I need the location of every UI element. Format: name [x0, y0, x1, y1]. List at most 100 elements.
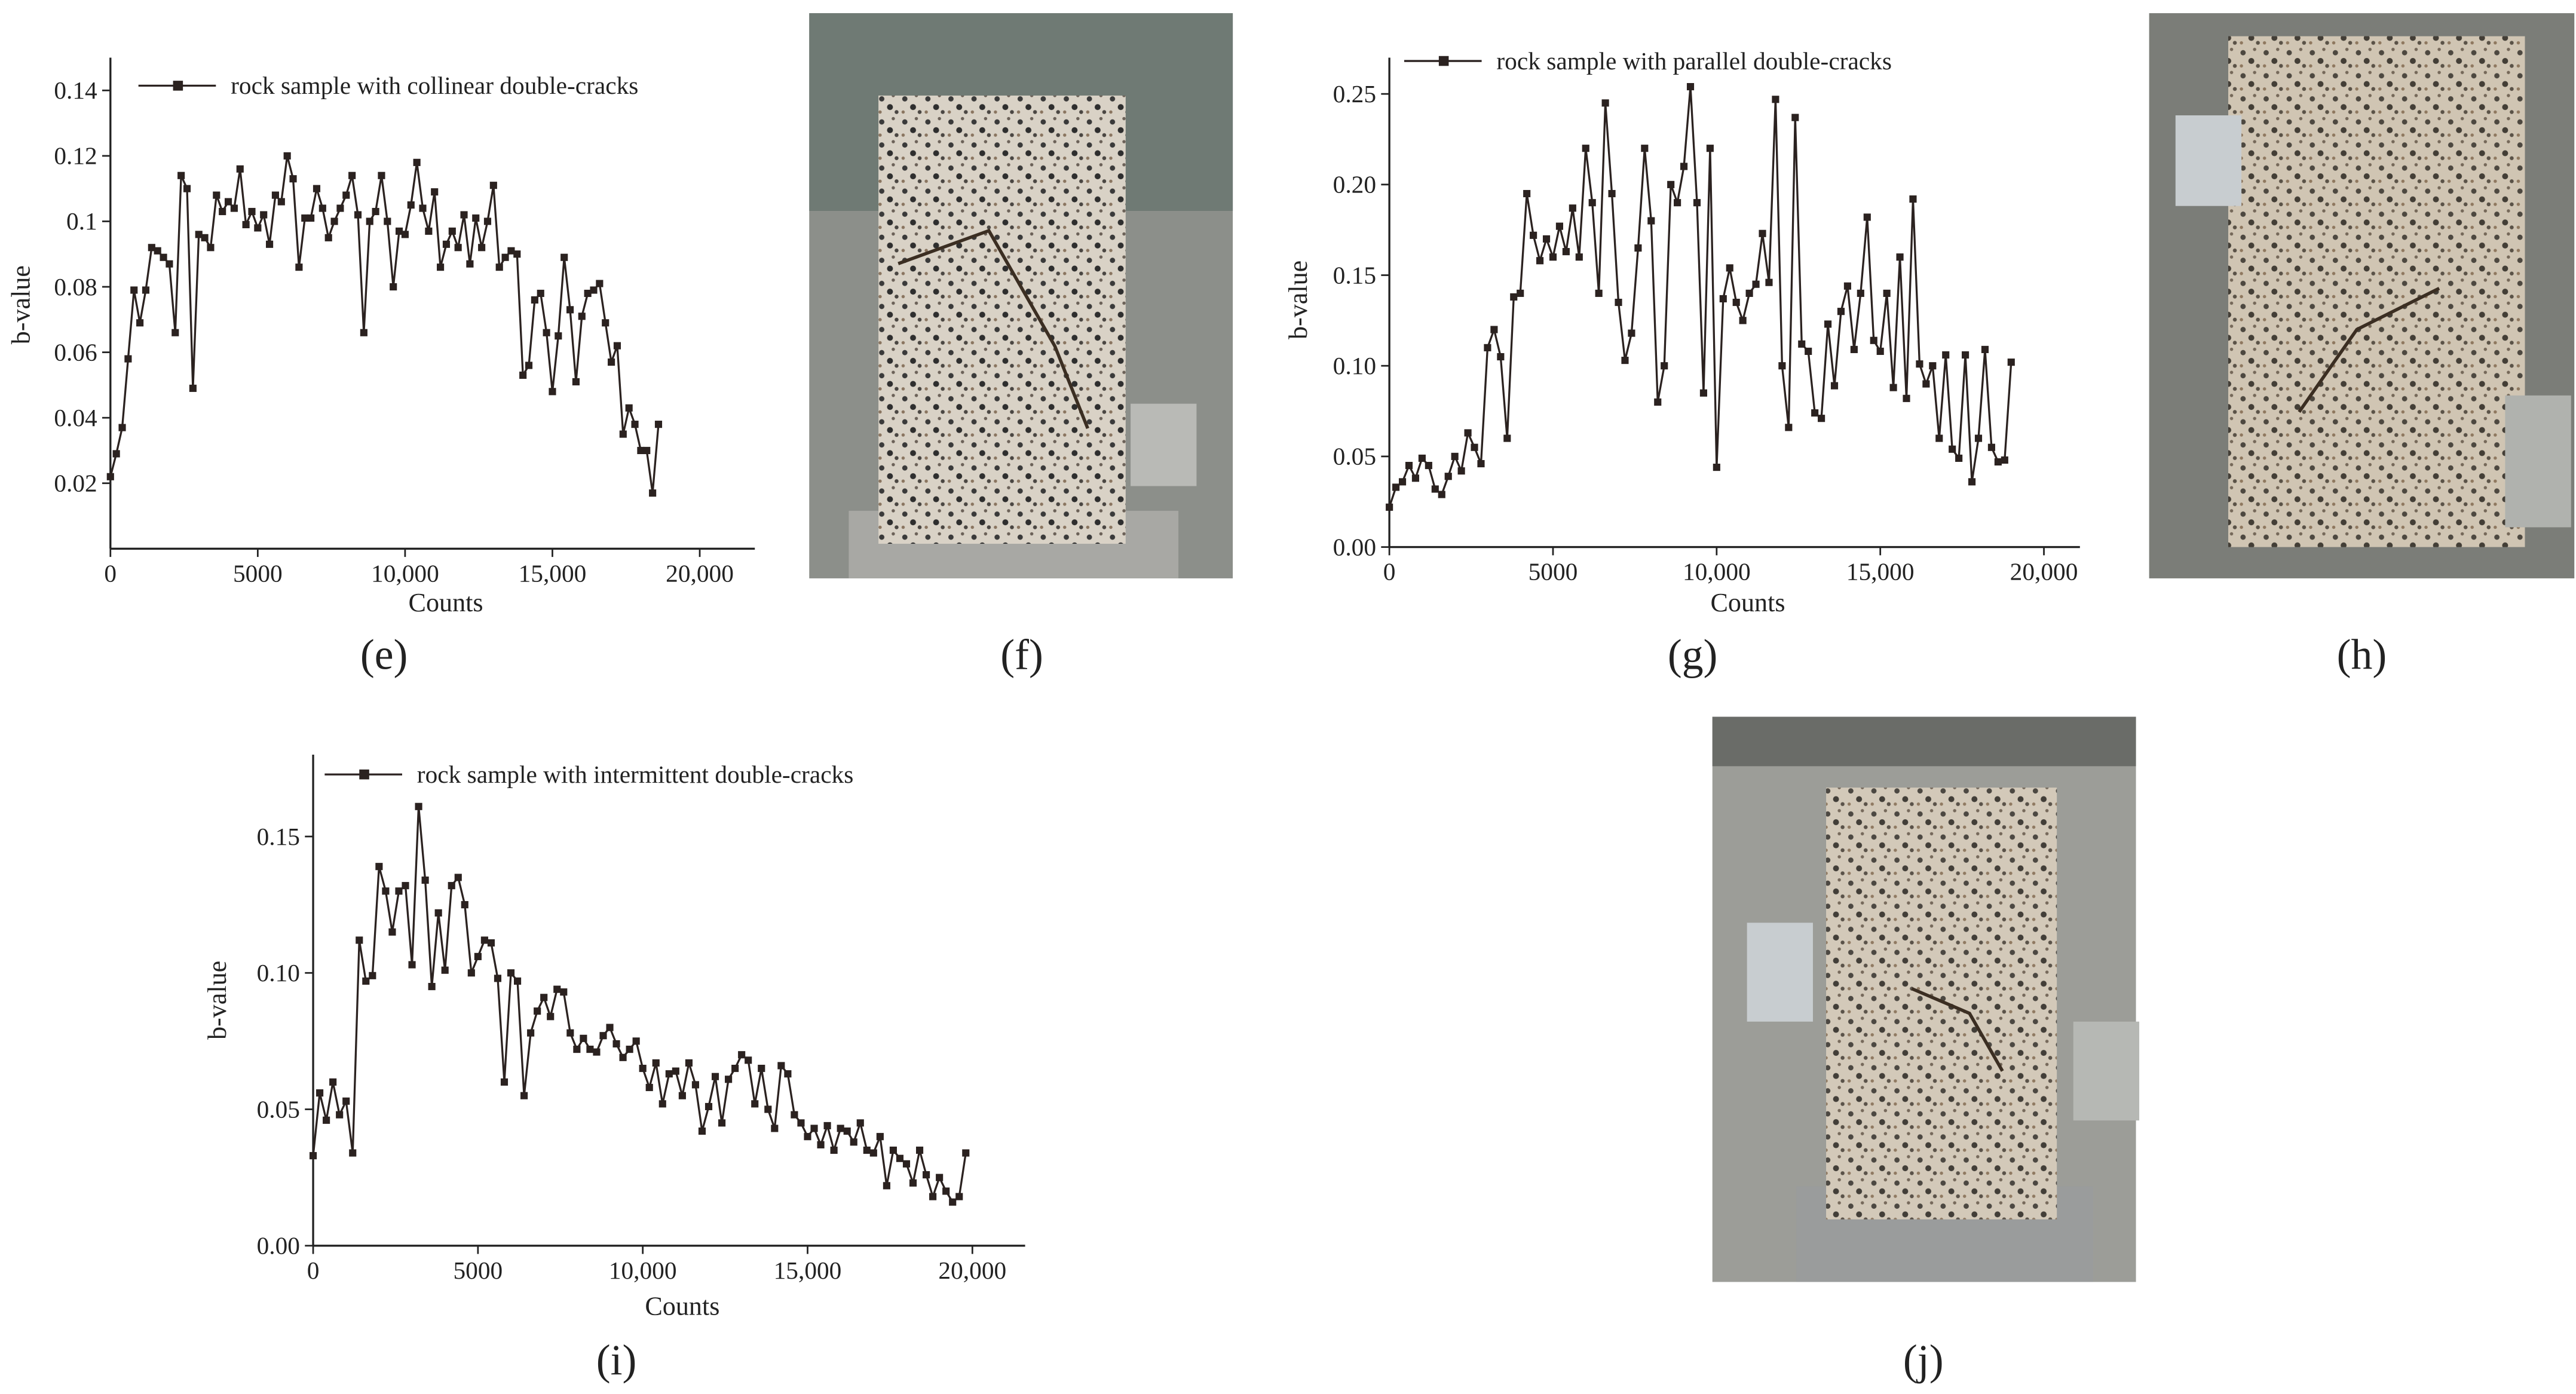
point: [1955, 454, 1963, 462]
point: [837, 1125, 844, 1132]
x-tick-label: 5000: [454, 1257, 503, 1284]
point: [578, 312, 586, 320]
point: [613, 342, 621, 350]
point: [1883, 289, 1891, 297]
point: [316, 1089, 324, 1097]
point: [474, 952, 482, 960]
point: [566, 1029, 574, 1037]
point: [329, 1078, 337, 1086]
point: [876, 1133, 884, 1141]
point: [130, 286, 138, 294]
x-tick-label: 10,000: [609, 1257, 677, 1284]
point: [691, 1081, 700, 1089]
y-tick-label: 0.12: [54, 142, 97, 170]
point: [608, 358, 615, 366]
point: [1830, 382, 1839, 390]
point: [1805, 347, 1812, 356]
point: [1425, 461, 1432, 470]
point: [889, 1146, 897, 1154]
point: [494, 975, 502, 982]
point: [1909, 195, 1917, 203]
point: [2001, 456, 2008, 464]
point: [1484, 344, 1491, 351]
point: [637, 446, 645, 455]
point: [478, 244, 486, 252]
point: [649, 489, 657, 497]
point: [390, 283, 397, 291]
point: [495, 264, 503, 271]
point: [425, 227, 433, 235]
point: [555, 332, 562, 340]
point: [1621, 357, 1629, 364]
point: [248, 207, 256, 216]
y-tick-label: 0.00: [257, 1232, 300, 1260]
point: [619, 1053, 627, 1061]
point: [1778, 362, 1786, 370]
point: [1398, 478, 1407, 486]
point: [619, 430, 627, 438]
y-tick-label: 0.06: [54, 338, 97, 366]
legend-label: rock sample with intermittent double-cra…: [417, 761, 854, 788]
point: [1739, 317, 1747, 324]
y-tick-label: 0.00: [1333, 533, 1376, 560]
point: [384, 217, 391, 225]
point: [366, 217, 373, 225]
point: [112, 450, 120, 458]
point: [1555, 222, 1564, 230]
point: [1654, 398, 1662, 406]
point: [323, 1116, 330, 1124]
point: [407, 201, 415, 209]
point: [962, 1149, 970, 1157]
point: [1811, 409, 1819, 417]
point: [949, 1198, 957, 1206]
point: [738, 1051, 746, 1059]
point: [342, 1097, 350, 1105]
point: [177, 171, 185, 179]
point: [810, 1125, 818, 1132]
point: [219, 207, 226, 216]
point: [817, 1141, 825, 1148]
point: [797, 1119, 805, 1127]
point: [1994, 458, 2002, 466]
point: [460, 211, 468, 219]
point: [590, 286, 598, 294]
photo: [809, 13, 1233, 578]
point: [1595, 289, 1603, 297]
point: [1634, 244, 1642, 252]
point: [501, 253, 509, 261]
point: [625, 404, 633, 412]
point: [1706, 145, 1714, 152]
point: [883, 1182, 890, 1190]
point: [1503, 434, 1511, 442]
point: [1916, 360, 1923, 368]
x-tick-label: 0: [307, 1257, 320, 1284]
point: [461, 901, 468, 909]
point: [584, 289, 592, 298]
y-tick-label: 0.20: [1333, 171, 1376, 198]
legend-label: rock sample with collinear double-cracks: [231, 72, 638, 99]
point: [318, 204, 326, 212]
point: [415, 802, 422, 810]
point: [718, 1119, 726, 1127]
point: [1608, 189, 1616, 198]
point: [1699, 389, 1707, 397]
point: [421, 876, 429, 884]
point: [489, 182, 497, 189]
point: [382, 887, 390, 895]
point: [513, 977, 522, 985]
point: [560, 253, 568, 261]
y-tick-label: 0.25: [1333, 80, 1376, 108]
point: [1536, 257, 1544, 265]
point: [472, 214, 480, 222]
point: [201, 234, 209, 241]
photo: [2149, 13, 2575, 578]
point: [224, 198, 232, 206]
point: [784, 1070, 792, 1078]
point: [313, 185, 321, 192]
point: [1876, 347, 1884, 356]
series-line: [312, 806, 967, 1204]
point: [362, 977, 370, 985]
point: [599, 1032, 607, 1040]
point: [1451, 452, 1459, 460]
x-tick-label: 10,000: [371, 559, 439, 587]
